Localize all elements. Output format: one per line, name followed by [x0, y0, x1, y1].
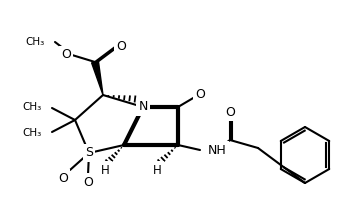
Text: CH₃: CH₃: [23, 102, 42, 112]
Text: H: H: [101, 163, 109, 177]
Text: S: S: [85, 146, 93, 160]
Text: O: O: [225, 105, 235, 119]
Text: O: O: [116, 41, 126, 53]
Text: NH: NH: [208, 144, 227, 156]
Text: CH₃: CH₃: [23, 128, 42, 138]
Text: O: O: [83, 176, 93, 188]
Text: O: O: [61, 48, 71, 62]
Text: O: O: [195, 88, 205, 100]
Polygon shape: [92, 61, 103, 95]
Text: CH₃: CH₃: [26, 37, 45, 47]
Text: H: H: [153, 163, 161, 177]
Text: O: O: [58, 172, 68, 184]
Text: N: N: [138, 100, 148, 114]
